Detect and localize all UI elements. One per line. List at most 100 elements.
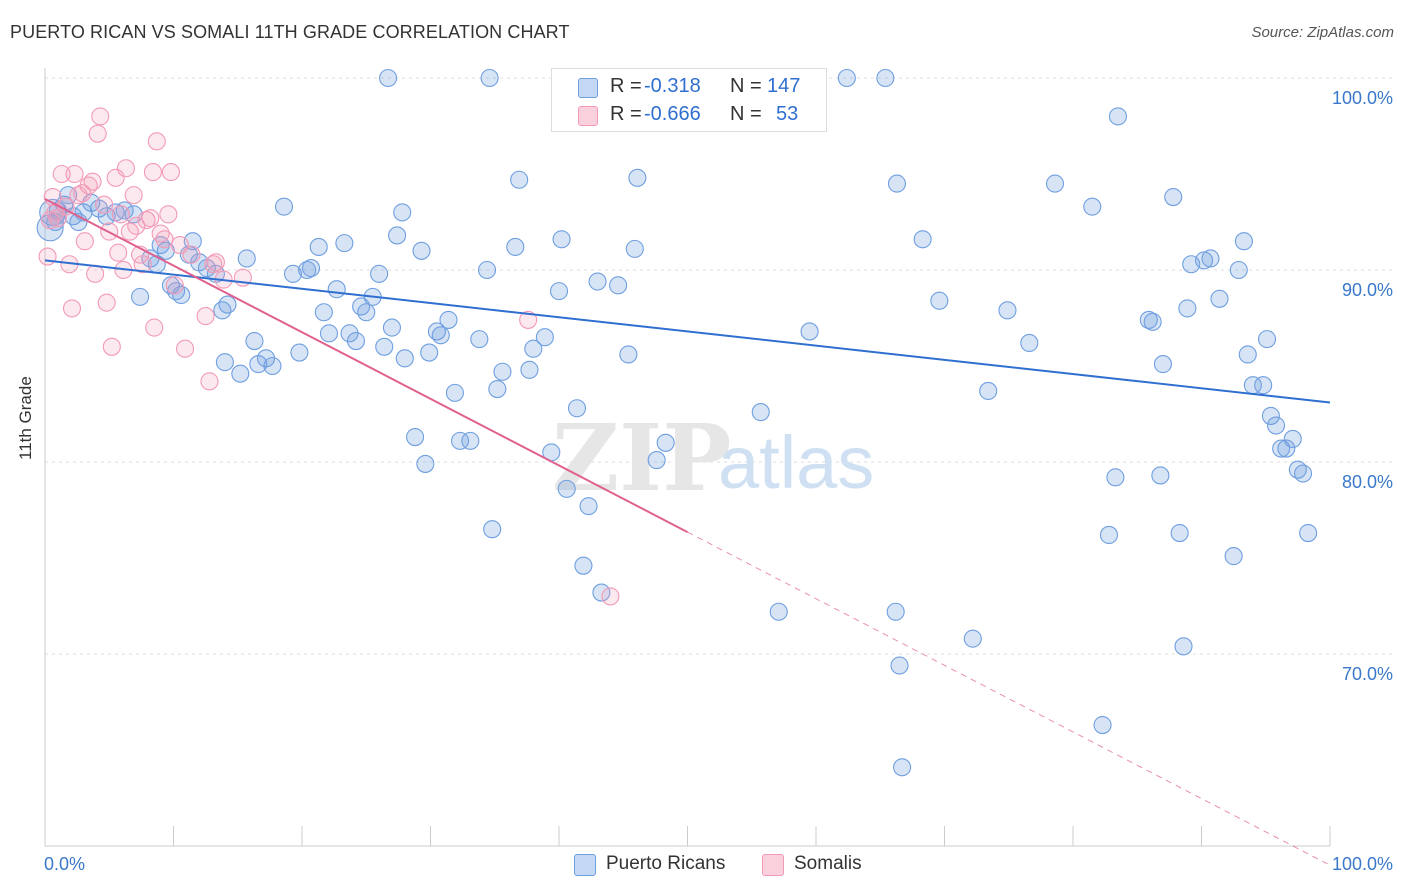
puerto-ricans-point [1164,187,1183,207]
somalis-point [111,205,130,224]
puerto-ricans-swatch [578,78,598,98]
puerto-ricans-point [625,239,644,258]
puerto-ricans-point [510,170,529,189]
puerto-ricans-point [535,328,554,347]
somalis-point [116,159,136,178]
stats-legend: R = -0.318 N = 147 R = -0.666 N = 53 [551,68,827,132]
y-tick-label: 100.0% [1332,88,1393,108]
puerto-ricans-point [1238,345,1257,364]
puerto-ricans-point [619,345,638,364]
somalis-point [155,230,174,249]
puerto-ricans-point [393,203,412,222]
puerto-ricans-point [887,174,907,193]
somalis-point [91,107,110,126]
puerto-ricans-point [480,68,499,88]
somalis-point [204,255,223,274]
somalis-r-value: -0.666 [644,103,701,125]
puerto-ricans-point [445,383,464,402]
puerto-ricans-point [395,349,414,368]
puerto-ricans-point [1083,197,1102,216]
puerto-ricans-point [588,272,607,291]
watermark: ZIP atlas [552,404,874,512]
somalis-swatch [578,106,598,126]
puerto-ricans-point [1170,523,1189,543]
puerto-ricans-point [998,301,1017,320]
somalis-point [170,235,189,255]
puerto-ricans-point [1093,715,1112,735]
puerto-ricans-point [520,360,539,379]
trend-lines [44,198,1331,866]
somalis-point [161,163,180,182]
puerto-ricans-point [263,356,282,376]
somalis-point [97,293,116,312]
somalis-point [165,276,184,295]
puerto-ricans-point [1099,525,1119,545]
puerto-ricans-point [1283,429,1302,449]
puerto-ricans-n-value: 147 [767,75,801,97]
somalis-point [147,132,166,151]
legend-label-puerto-ricans: Puerto Ricans [606,853,726,874]
puerto-ricans-point [913,230,932,249]
x-tick-label: 100.0% [1332,854,1393,874]
somalis-trend-line [44,198,688,533]
somalis-point [200,372,219,391]
somalis-point [196,307,215,326]
somalis-point [95,195,114,214]
legend-label-somalis: Somalis [794,853,862,874]
somalis-point [519,310,538,329]
puerto-ricans-trend-line [44,259,1331,404]
puerto-ricans-point [327,280,346,299]
puerto-ricans-point [283,264,303,283]
puerto-ricans-point [876,68,895,88]
puerto-ricans-point [1254,376,1273,395]
puerto-ricans-point [837,68,856,88]
puerto-ricans-point [461,431,480,450]
somalis-point [141,209,160,228]
somalis-point [65,164,84,184]
puerto-ricans-point [1178,299,1197,318]
puerto-ricans-point [1201,249,1220,268]
somalis-point [206,253,225,272]
somalis-point [38,247,57,266]
somalis-n-value: 53 [776,103,799,125]
puerto-ricans-point [1153,355,1172,374]
puerto-ricans-point [97,207,116,226]
puerto-ricans-point [213,301,232,320]
puerto-ricans-point [628,168,647,187]
puerto-ricans-point [439,310,458,329]
puerto-ricans-point [524,339,543,358]
puerto-ricans-point [1106,468,1125,487]
puerto-ricans-point [1210,289,1229,308]
x-tick-label: 0.0% [44,854,85,874]
puerto-ricans-point [1257,330,1277,349]
puerto-ricans-point [579,497,598,516]
somalis-point [75,232,94,251]
puerto-ricans-point [245,331,264,351]
puerto-ricans-point [375,337,394,356]
puerto-ricans-point [751,403,770,422]
puerto-ricans-point [420,343,439,362]
puerto-ricans-point [1195,251,1214,270]
somalis-point [52,164,71,184]
puerto-ricans-point [237,249,256,268]
puerto-ricans-point [256,349,276,368]
somalis-point [159,205,178,224]
puerto-ricans-point [1151,466,1170,485]
watermark-zip: ZIP [552,404,731,512]
puerto-ricans-point [609,276,628,295]
puerto-ricans-point [379,68,398,88]
somalis-point [124,186,143,205]
somalis-point [601,587,620,606]
gridlines [45,77,1395,655]
somalis-point [133,255,152,274]
source-label: Source: ZipAtlas.com [1251,24,1394,41]
puerto-ricans-point [506,237,525,257]
somalis-point [88,124,107,143]
somalis-point [182,245,201,264]
puerto-ricans-point [893,758,912,777]
puerto-ricans-point [647,451,666,470]
puerto-ricans-point [1020,333,1039,353]
puerto-ricans-point [412,241,431,260]
puerto-ricans-point [231,364,250,383]
puerto-ricans-point [769,602,788,621]
